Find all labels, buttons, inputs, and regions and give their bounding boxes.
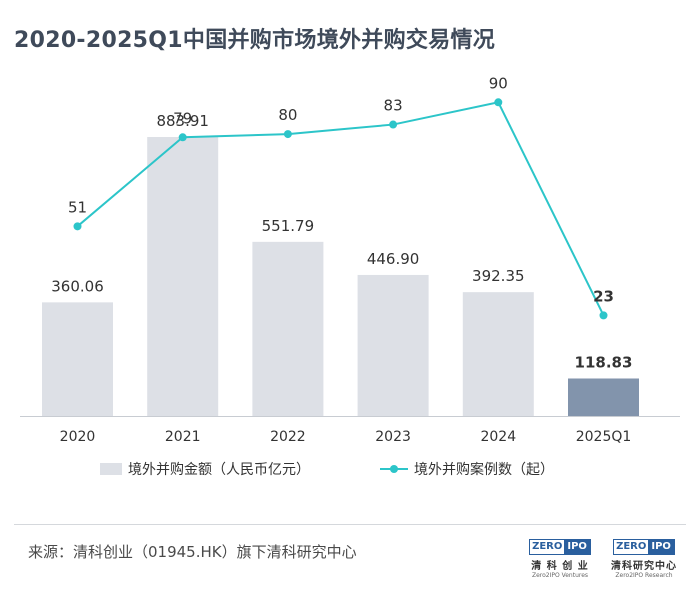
logo-cn-text: 清 科 创 业 — [531, 561, 589, 572]
chart-title: 2020-2025Q1中国并购市场境外并购交易情况 — [14, 28, 496, 53]
x-tick-label: 2020 — [60, 429, 96, 445]
zero2ipo-research-logo: ZERO IPO 清科研究中心 Zero2IPO Research — [604, 534, 684, 580]
chart-area: 360.06 2020 883.91 2021 551.79 2022 446.90 2023… — [20, 74, 680, 478]
bar — [42, 302, 113, 416]
bar-value-label: 392.35 — [472, 267, 525, 285]
x-tick-label: 2022 — [270, 429, 306, 445]
logo-cn-text: 清科研究中心 — [611, 561, 677, 572]
line-value-label: 23 — [593, 287, 614, 305]
line-value-label: 90 — [489, 74, 508, 92]
bar — [147, 137, 219, 416]
count-line — [76, 101, 605, 316]
legend-bar-label: 境外并购金额（人民币亿元） — [128, 462, 310, 478]
line-value-label: 80 — [278, 106, 297, 124]
logo-en-text: Zero2IPO Ventures — [531, 572, 589, 579]
logo-mark: ZERO IPO — [529, 539, 591, 555]
line-point — [494, 98, 503, 107]
logo-mark: ZERO IPO — [613, 539, 675, 555]
line-point — [599, 311, 608, 320]
bar — [568, 378, 639, 416]
line-point — [73, 222, 82, 231]
line-point — [283, 130, 292, 139]
logo-mark-left: ZERO — [532, 541, 563, 552]
legend-bar-swatch — [100, 463, 122, 475]
zero2ipo-ventures-logo: ZERO IPO 清 科 创 业 Zero2IPO Ventures — [520, 534, 600, 580]
logo-mark-left: ZERO — [616, 541, 647, 552]
bar-value-label: 883.91 — [156, 112, 209, 130]
x-tick-label: 2021 — [165, 429, 201, 445]
x-tick-label: 2023 — [375, 429, 411, 445]
bar — [252, 241, 324, 416]
logo-en-text: Zero2IPO Research — [615, 572, 673, 579]
line-value-label: 83 — [384, 97, 403, 115]
x-tick-label: 2024 — [480, 429, 516, 445]
line-point — [389, 120, 398, 129]
footer-divider — [14, 524, 686, 525]
bar — [462, 292, 534, 416]
line-value-label: 79 — [173, 109, 192, 127]
bar-value-label: 360.06 — [51, 277, 104, 295]
bar-value-label: 118.83 — [575, 353, 633, 371]
source-note: 来源：清科创业（01945.HK）旗下清科研究中心 — [28, 543, 357, 561]
legend-line-marker — [390, 465, 398, 473]
bar-value-label: 446.90 — [367, 250, 420, 268]
line-point — [178, 133, 187, 142]
legend-line-label: 境外并购案例数（起） — [414, 461, 554, 478]
bar — [357, 274, 429, 416]
logo-mark-right: IPO — [648, 540, 674, 554]
x-tick-label: 2025Q1 — [576, 429, 632, 445]
line-value-label: 51 — [68, 198, 87, 216]
bar-value-label: 551.79 — [262, 217, 315, 235]
logo-mark-right: IPO — [564, 540, 590, 554]
